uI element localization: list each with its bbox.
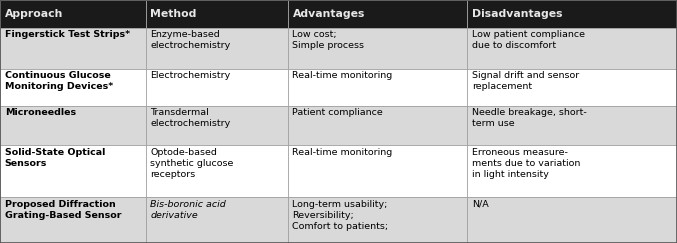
Text: Solid-State Optical
Sensors: Solid-State Optical Sensors xyxy=(5,148,105,168)
Text: Approach: Approach xyxy=(5,9,63,19)
Bar xyxy=(467,69,677,106)
Text: Patient compliance: Patient compliance xyxy=(292,108,383,117)
Text: Transdermal
electrochemistry: Transdermal electrochemistry xyxy=(150,108,231,128)
Bar xyxy=(288,69,467,106)
Bar xyxy=(467,197,677,243)
Text: Low cost;
Simple process: Low cost; Simple process xyxy=(292,30,364,51)
Text: N/A: N/A xyxy=(472,200,489,209)
Bar xyxy=(288,106,467,145)
Bar xyxy=(0,106,146,145)
Text: Real-time monitoring: Real-time monitoring xyxy=(292,148,393,156)
Bar xyxy=(146,28,288,69)
Bar xyxy=(467,106,677,145)
Text: Long-term usability;
Reversibility;
Comfort to patients;: Long-term usability; Reversibility; Comf… xyxy=(292,200,389,231)
Bar xyxy=(467,0,677,28)
Bar xyxy=(288,145,467,197)
Bar xyxy=(146,197,288,243)
Text: Method: Method xyxy=(150,9,197,19)
Bar xyxy=(288,0,467,28)
Text: Optode-based
synthetic glucose
receptors: Optode-based synthetic glucose receptors xyxy=(150,148,234,179)
Text: Enzyme-based
electrochemistry: Enzyme-based electrochemistry xyxy=(150,30,231,51)
Bar xyxy=(146,145,288,197)
Text: Erroneous measure-
ments due to variation
in light intensity: Erroneous measure- ments due to variatio… xyxy=(472,148,580,179)
Bar xyxy=(0,0,146,28)
Bar xyxy=(146,106,288,145)
Bar xyxy=(0,197,146,243)
Text: Low patient compliance
due to discomfort: Low patient compliance due to discomfort xyxy=(472,30,585,51)
Text: Microneedles: Microneedles xyxy=(5,108,76,117)
Bar xyxy=(288,28,467,69)
Text: Disadvantages: Disadvantages xyxy=(472,9,563,19)
Bar xyxy=(288,197,467,243)
Bar xyxy=(146,69,288,106)
Bar xyxy=(0,28,146,69)
Text: Advantages: Advantages xyxy=(292,9,365,19)
Text: Needle breakage, short-
term use: Needle breakage, short- term use xyxy=(472,108,586,128)
Text: Bis-boronic acid
derivative: Bis-boronic acid derivative xyxy=(150,200,226,220)
Bar xyxy=(467,28,677,69)
Bar xyxy=(0,145,146,197)
Text: Real-time monitoring: Real-time monitoring xyxy=(292,71,393,80)
Bar xyxy=(146,0,288,28)
Text: Signal drift and sensor
replacement: Signal drift and sensor replacement xyxy=(472,71,579,91)
Text: Electrochemistry: Electrochemistry xyxy=(150,71,231,80)
Bar xyxy=(467,145,677,197)
Bar xyxy=(0,69,146,106)
Text: Continuous Glucose
Monitoring Devices*: Continuous Glucose Monitoring Devices* xyxy=(5,71,113,91)
Text: Fingerstick Test Strips*: Fingerstick Test Strips* xyxy=(5,30,130,39)
Text: Proposed Diffraction
Grating-Based Sensor: Proposed Diffraction Grating-Based Senso… xyxy=(5,200,121,220)
